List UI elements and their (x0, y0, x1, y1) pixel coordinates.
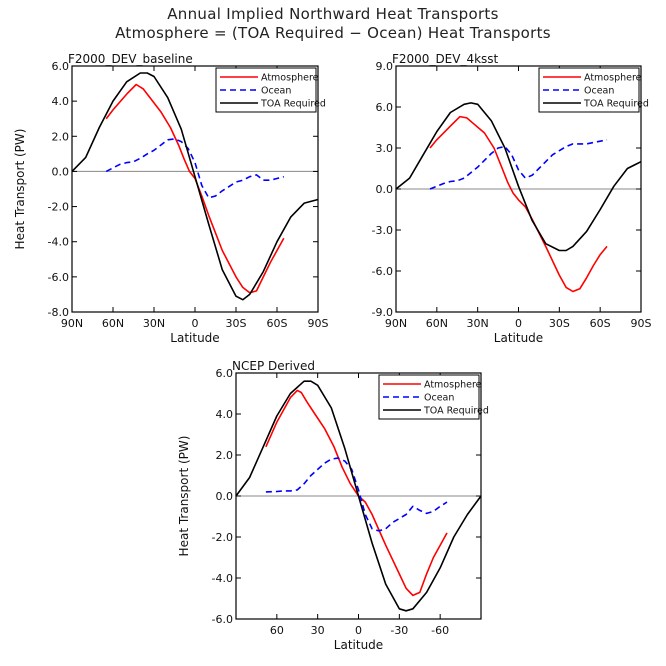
x-tick-label: 0 (515, 317, 522, 330)
x-axis-label: Latitude (494, 331, 543, 345)
y-tick-label: 2.0 (52, 130, 70, 143)
panel-title: F2000_DEV_4ksst (392, 52, 499, 66)
y-axis-label: Heat Transport (PW) (177, 436, 191, 557)
y-tick-label: -9.0 (372, 306, 393, 319)
x-tick-label: 60N (426, 317, 448, 330)
legend-label: Ocean (424, 393, 454, 404)
legend-label: Atmosphere (424, 380, 482, 391)
y-tick-label: 4.0 (52, 95, 70, 108)
y-tick-label: -4.0 (48, 236, 69, 249)
x-tick-label: 90N (385, 317, 407, 330)
y-tick-label: -3.0 (372, 224, 393, 237)
x-tick-label: 60S (590, 317, 611, 330)
y-tick-label: 0.0 (52, 165, 70, 178)
x-tick-label: 90S (631, 317, 652, 330)
y-tick-label: 3.0 (376, 142, 394, 155)
y-tick-label: -2.0 (48, 201, 69, 214)
series-line-ocean (265, 457, 448, 532)
legend-label: Ocean (261, 86, 291, 97)
legend-label: Atmosphere (261, 73, 319, 84)
y-tick-label: 0.0 (376, 183, 394, 196)
y-axis-label: Heat Transport (PW) (13, 129, 27, 250)
legend: Atmosphere Ocean TOA Required (538, 67, 649, 113)
figure-title: Annual Implied Northward Heat Transports (167, 5, 499, 23)
x-axis-label: Latitude (170, 331, 219, 345)
series-line-toa-required (71, 72, 319, 301)
series-line-atmosphere (265, 389, 448, 597)
x-tick-label: 30 (311, 624, 325, 637)
y-tick-label: 6.0 (376, 101, 394, 114)
y-tick-label: 9.0 (376, 60, 394, 73)
series-line-toa-required (395, 102, 642, 252)
x-tick-label: -60 (431, 624, 449, 637)
x-tick-label: 30S (549, 317, 570, 330)
x-tick-label: 60S (267, 317, 288, 330)
series-line-ocean (429, 139, 608, 190)
x-tick-label: -30 (390, 624, 408, 637)
x-tick-label: 60 (270, 624, 284, 637)
y-tick-label: 6.0 (216, 367, 234, 380)
chart-panel-1: -8.0 -6.0 -4.0 -2.0 0.0 2.0 4.0 6.0 90N 60N 30N 0 30… (13, 52, 329, 345)
x-tick-label: 30S (226, 317, 247, 330)
series-line-ocean (105, 138, 285, 199)
panel-title: NCEP Derived (232, 359, 315, 373)
x-tick-label: 30N (143, 317, 165, 330)
x-tick-label: 60N (102, 317, 124, 330)
y-tick-label: -8.0 (48, 306, 69, 319)
legend-label: TOA Required (583, 99, 649, 110)
x-tick-label: 0 (355, 624, 362, 637)
chart-panel-3: -6.0 -4.0 -2.0 0.0 2.0 4.0 6.0 60 30 0 -30 -60 NCEP … (177, 359, 489, 652)
legend: Atmosphere Ocean TOA Required (215, 67, 326, 113)
y-tick-label: 0.0 (216, 490, 234, 503)
series-line-atmosphere (105, 83, 285, 294)
chart-panel-2: -9.0 -6.0 -3.0 0.0 3.0 6.0 9.0 90N 60N 30N 0 30S 60S… (372, 52, 652, 345)
y-tick-label: 2.0 (216, 449, 234, 462)
legend-label: Ocean (584, 86, 614, 97)
y-tick-label: -6.0 (372, 265, 393, 278)
y-tick-label: -2.0 (212, 531, 233, 544)
x-axis-label: Latitude (334, 638, 383, 652)
x-tick-label: 0 (192, 317, 199, 330)
x-tick-label: 30N (467, 317, 489, 330)
y-tick-label: -6.0 (48, 271, 69, 284)
x-tick-label: 90N (61, 317, 83, 330)
series-line-atmosphere (429, 115, 608, 293)
legend-label: TOA Required (260, 99, 326, 110)
y-tick-label: -6.0 (212, 613, 233, 626)
panel-title: F2000_DEV_baseline (68, 52, 193, 66)
y-tick-label: 6.0 (52, 60, 70, 73)
x-tick-label: 90S (308, 317, 329, 330)
y-tick-label: -4.0 (212, 572, 233, 585)
legend-label: TOA Required (423, 406, 489, 417)
legend: Atmosphere Ocean TOA Required (378, 374, 489, 420)
figure-subtitle: Atmosphere = (TOA Required − Ocean) Heat… (115, 24, 551, 42)
series-line-toa-required (235, 380, 482, 612)
y-tick-label: 4.0 (216, 408, 234, 421)
legend-label: Atmosphere (584, 73, 642, 84)
